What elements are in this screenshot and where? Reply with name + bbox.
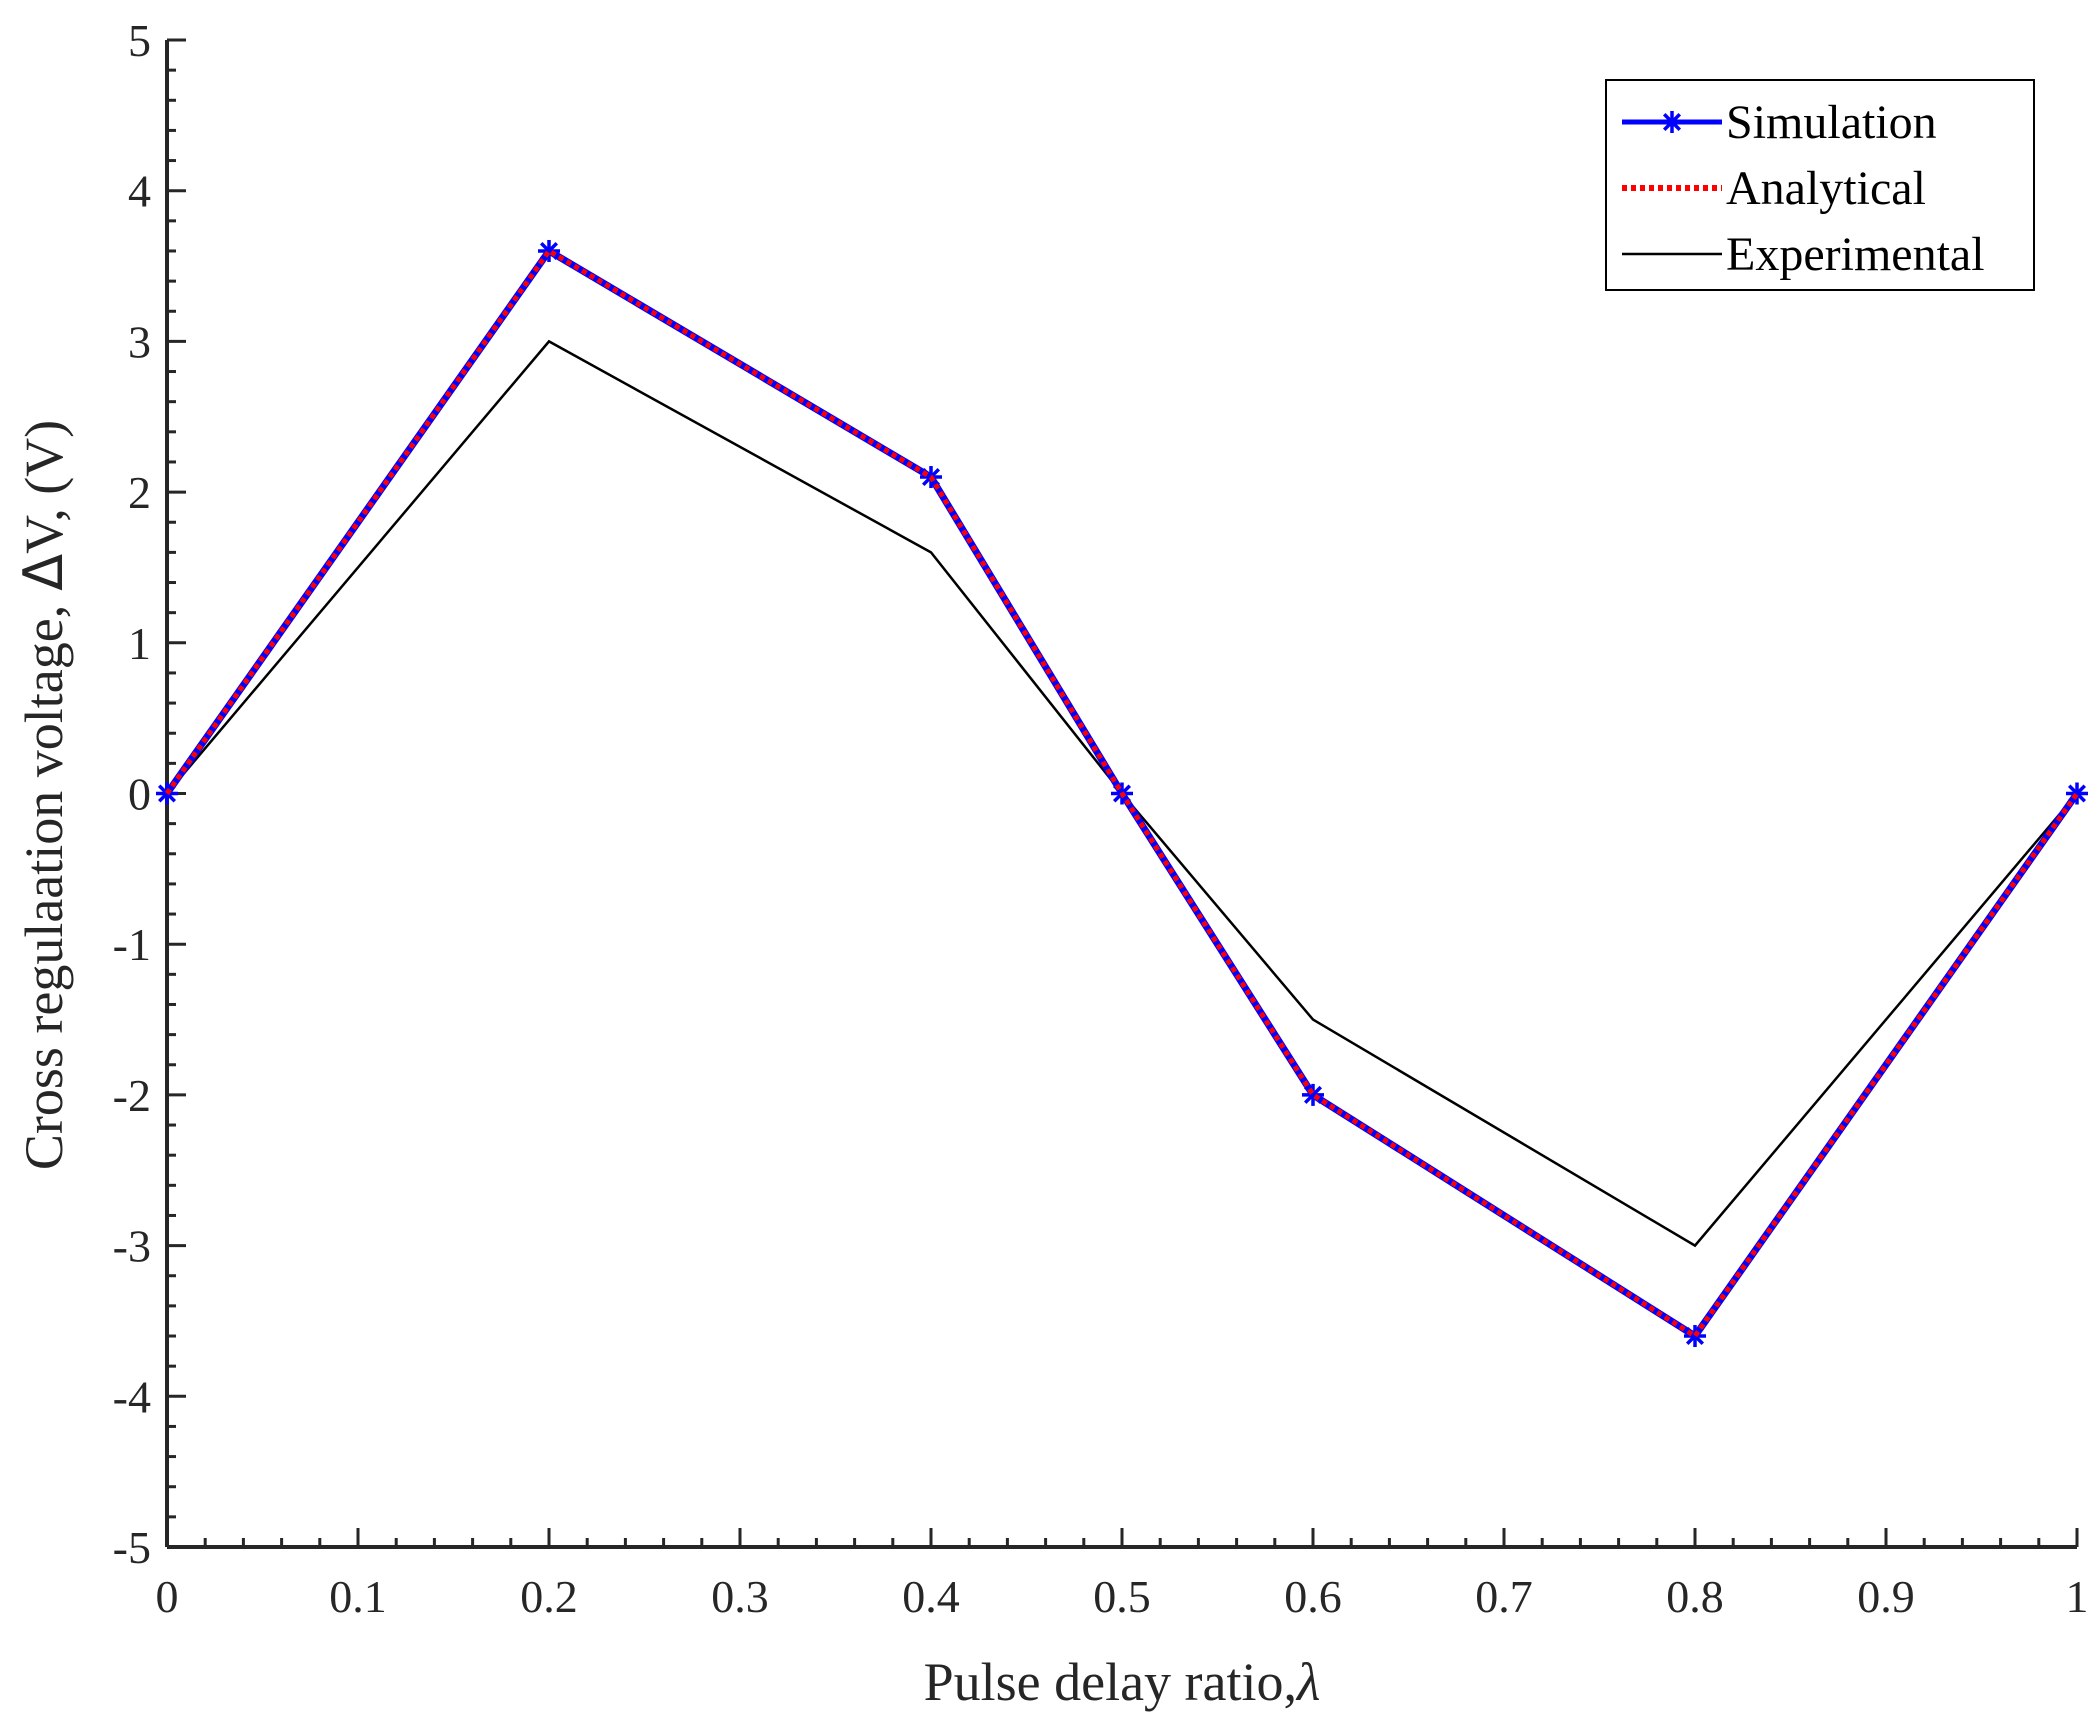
- x-axis-title: Pulse delay ratio,λ: [924, 1652, 1321, 1712]
- x-tick-label: 0.2: [520, 1571, 578, 1622]
- y-tick-label: 2: [128, 467, 151, 518]
- y-tick-label: 0: [128, 769, 151, 820]
- legend: Simulation Analytical Experimental: [1605, 79, 2035, 291]
- x-tick-label: 0.7: [1475, 1571, 1533, 1622]
- simulation-point: [2066, 782, 2088, 805]
- x-axis-ticks: 0 0.1 0.2 0.3 0.4 0.5 0.6 0.7 0.8 0.9 1: [156, 1528, 2089, 1622]
- legend-experimental-label: Experimental: [1726, 228, 1985, 281]
- x-tick-label: 0.9: [1857, 1571, 1915, 1622]
- asterisk-stroke: [1662, 112, 1682, 132]
- y-tick-label: 1: [128, 618, 151, 669]
- simulation-point: [1661, 111, 1683, 133]
- x-tick-label: 1: [2066, 1571, 2089, 1622]
- x-tick-label: 0.8: [1666, 1571, 1724, 1622]
- asterisk-stroke: [2067, 784, 2087, 803]
- x-axis-title-text: Pulse delay ratio,: [924, 1652, 1297, 1712]
- y-tick-label: 5: [128, 15, 151, 66]
- x-tick-label: 0.6: [1284, 1571, 1342, 1622]
- asterisk-stroke: [1685, 1327, 1705, 1346]
- y-axis-title: Cross regulaation voltage, ΔV, (V): [12, 420, 75, 1170]
- y-tick-label: 4: [128, 166, 151, 217]
- y-tick-label: -2: [113, 1070, 151, 1121]
- y-tick-label: 3: [128, 316, 151, 367]
- y-axis-title-unit: V, (V): [14, 420, 74, 554]
- asterisk-stroke: [539, 241, 559, 260]
- legend-analytical-label: Analytical: [1726, 162, 1926, 215]
- y-tick-label: -4: [113, 1371, 151, 1422]
- y-axis-title-symbol: Δ: [12, 554, 75, 591]
- x-tick-label: 0: [156, 1571, 179, 1622]
- y-tick-label: -5: [113, 1522, 151, 1573]
- simulation-point: [1302, 1083, 1324, 1106]
- x-tick-label: 0.4: [902, 1571, 960, 1622]
- analytical-series-line: [164, 247, 2080, 1340]
- y-tick-label: -3: [113, 1221, 151, 1272]
- y-tick-label: -1: [113, 919, 151, 970]
- asterisk-stroke: [1303, 1085, 1323, 1104]
- legend-simulation-label: Simulation: [1726, 96, 1937, 149]
- x-tick-label: 0.5: [1093, 1571, 1151, 1622]
- x-tick-label: 0.1: [329, 1571, 387, 1622]
- x-tick-label: 0.3: [711, 1571, 769, 1622]
- y-axis-title-text: Cross regulaation voltage,: [14, 605, 74, 1170]
- x-axis-title-symbol: λ: [1295, 1652, 1320, 1712]
- series-layer: [156, 239, 2088, 1348]
